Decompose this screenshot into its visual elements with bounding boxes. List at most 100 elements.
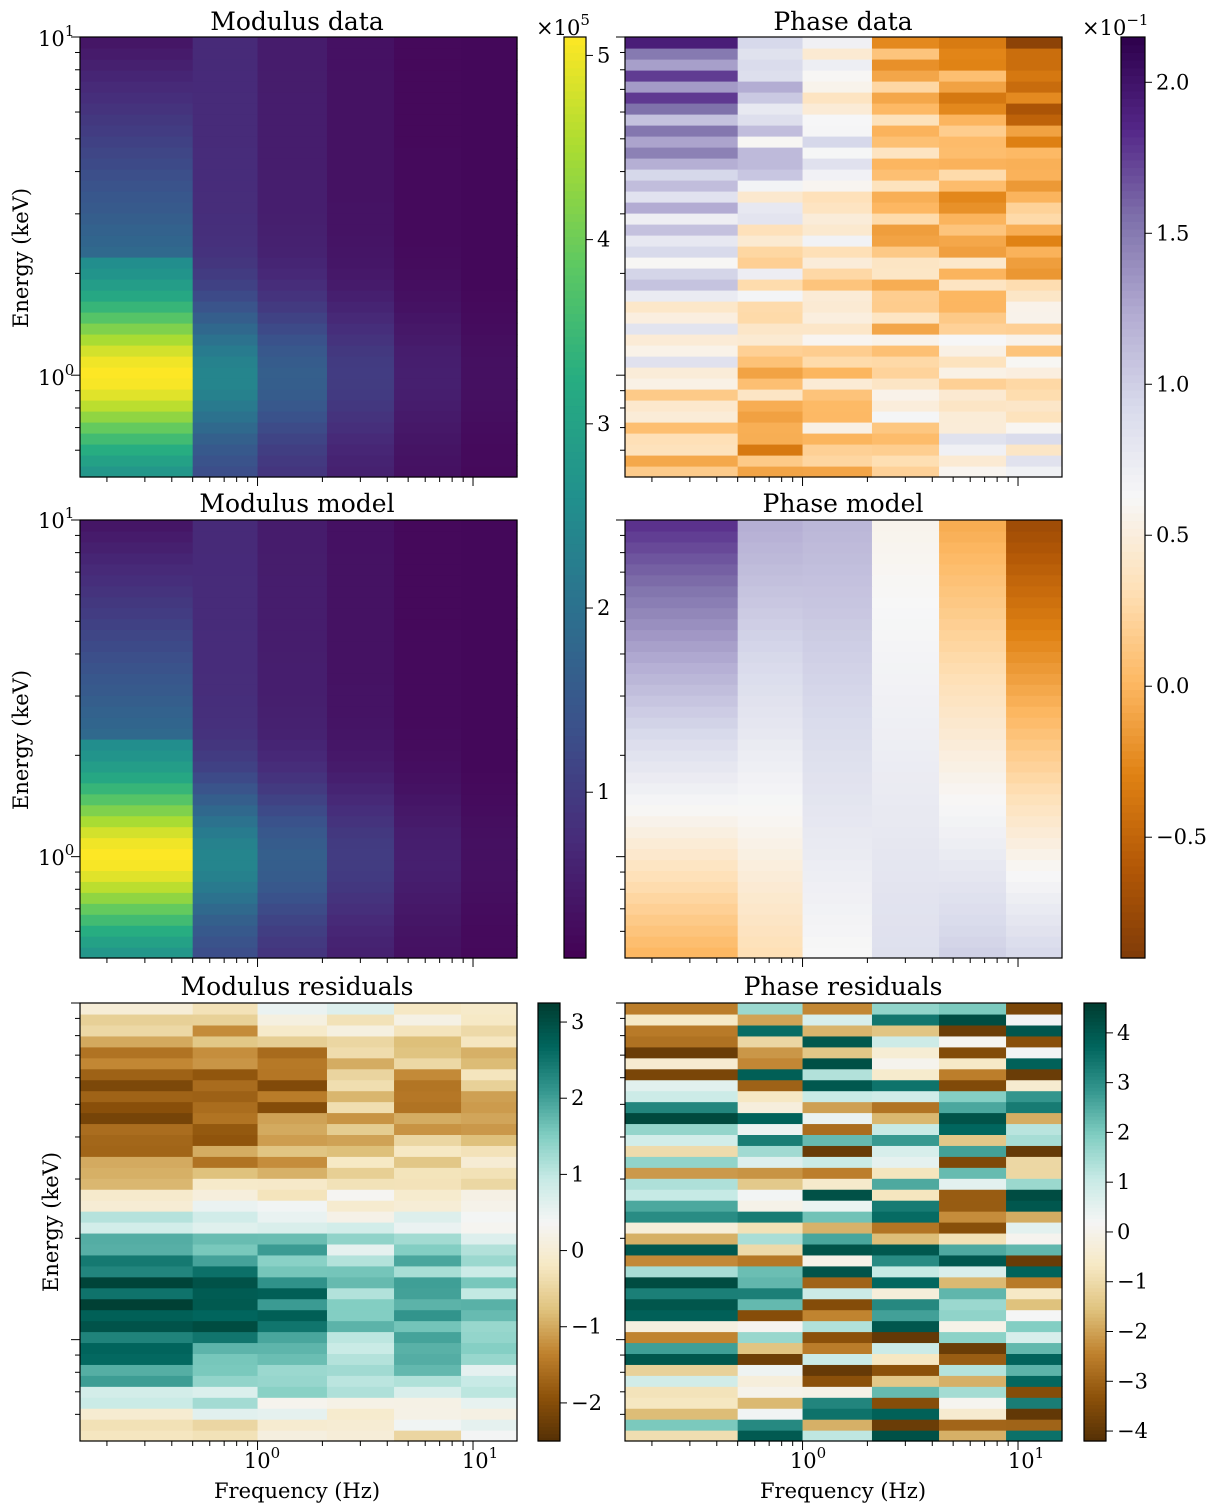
heatmap-cell [461,1178,518,1190]
colorbar-gradient-step [1121,597,1145,606]
heatmap-cell [737,552,804,565]
colorbar-gradient-step [1084,1021,1106,1026]
heatmap-cell [80,147,194,159]
colorbar-gradient-step [538,1320,560,1325]
colorbar-gradient-step [1121,443,1145,453]
heatmap-cell [625,782,739,795]
heatmap-cell [1006,1134,1063,1146]
heatmap-cell [939,782,1007,795]
heatmap-cell [737,793,804,806]
heatmap-cell [461,1342,518,1354]
heatmap-cell [737,903,804,915]
colorbar-gradient-step [564,113,586,123]
heatmap-cell [461,1211,518,1223]
heatmap-cell [257,103,328,115]
heatmap-cell [939,1145,1007,1157]
heatmap-cell [80,48,194,60]
colorbar-gradient-step [564,574,586,583]
heatmap-cell [625,48,739,60]
svg-text:101: 101 [38,504,74,533]
heatmap-cell [394,837,462,850]
colorbar-gradient-step [538,1189,560,1194]
heatmap-cell [737,1243,804,1256]
colorbar-gradient-step [564,451,586,460]
heatmap-cell [871,246,940,258]
heatmap-cell [326,1211,395,1223]
colorbar-gradient-step [564,888,586,898]
colorbar-gradient-step [1084,1327,1106,1333]
heatmap-cell [192,1309,259,1322]
heatmap-cell [80,444,194,456]
heatmap-cell [625,936,739,948]
heatmap-cell [871,1211,940,1223]
colorbar-gradient-step [1084,1181,1106,1187]
xtick-base: 10 [244,1449,271,1473]
heatmap-cell [461,804,518,817]
heatmap-cell [1006,837,1063,850]
heatmap-cell [80,815,194,828]
heatmap-cell [394,1408,462,1420]
heatmap-cell [802,147,873,159]
heatmap-cell [625,925,739,937]
colorbar-gradient-step [1084,1240,1106,1245]
colorbar-gradient-step [564,52,586,61]
heatmap-cell [461,914,518,926]
heatmap-cell [939,607,1007,620]
heatmap-cell [394,1046,462,1059]
colorbar-gradient-step [1121,574,1145,583]
heatmap-cell [939,1397,1007,1409]
xtick-base: 10 [1008,1449,1035,1473]
heatmap-cell [257,541,328,554]
heatmap-cell [625,1375,739,1387]
heatmap-cell [461,389,518,401]
heatmap-cell [871,1342,940,1354]
colorbar-gradient-step [538,1152,560,1157]
colorbar-gradient-step [1121,382,1145,391]
heatmap-cell [326,749,395,762]
heatmap-cell [737,629,804,642]
heatmap-cell [192,125,259,137]
colorbar-gradient-step [1084,1028,1106,1033]
heatmap-cell [461,312,518,324]
heatmap-cell [326,334,395,346]
phase-model-panel [616,519,1063,967]
colorbar-tick-label: 4 [597,228,610,252]
heatmap-cell [394,1375,462,1387]
heatmap-cell [737,651,804,663]
heatmap-cell [802,848,873,861]
heatmap-cell [871,158,940,170]
heatmap-cell [461,411,518,423]
heatmap-cell [939,455,1007,467]
colorbar-gradient-step [1084,1342,1106,1347]
heatmap-cell [871,1024,940,1037]
heatmap-cell [80,914,194,926]
colorbar-gradient-step [1084,1003,1106,1008]
colorbar-gradient-step [1084,1065,1106,1070]
heatmap-cell [939,596,1007,609]
colorbar-gradient-step [1084,1397,1106,1402]
xtick-base: 10 [790,1449,817,1473]
heatmap-cell [1006,673,1063,685]
heatmap-cell [1006,59,1063,71]
colorbar-gradient-step [564,466,586,476]
heatmap-cell [737,618,804,631]
heatmap-cell [192,92,259,104]
heatmap-cell [939,662,1007,674]
colorbar-gradient-step [564,766,586,775]
heatmap-cell [461,180,518,192]
colorbar-gradient-step [538,1225,560,1230]
heatmap-cell [1006,651,1063,663]
heatmap-cell [871,378,940,390]
heatmap-cell [802,1276,873,1289]
heatmap-cell [326,1189,395,1201]
heatmap-cell [625,191,739,203]
heatmap-cell [192,1003,259,1015]
heatmap-cell [871,433,940,445]
heatmap-cell [192,848,259,861]
heatmap-cell [871,1013,940,1026]
heatmap-cell [192,268,259,280]
heatmap-cell [326,1200,395,1212]
heatmap-cell [326,1123,395,1135]
colorbar-gradient-step [538,1433,560,1438]
